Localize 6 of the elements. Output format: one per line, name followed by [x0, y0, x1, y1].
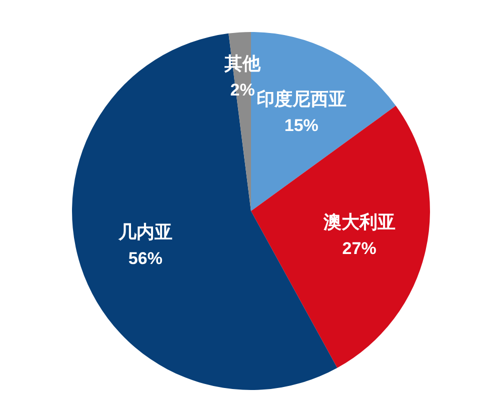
data-label: 56%: [128, 248, 162, 268]
slice-label: 澳大利亚: [322, 212, 396, 233]
slice-label: 印度尼西亚: [256, 88, 346, 110]
slice-label: 几内亚: [117, 222, 172, 243]
data-label: 15%: [284, 116, 318, 135]
data-label: 27%: [342, 238, 376, 258]
